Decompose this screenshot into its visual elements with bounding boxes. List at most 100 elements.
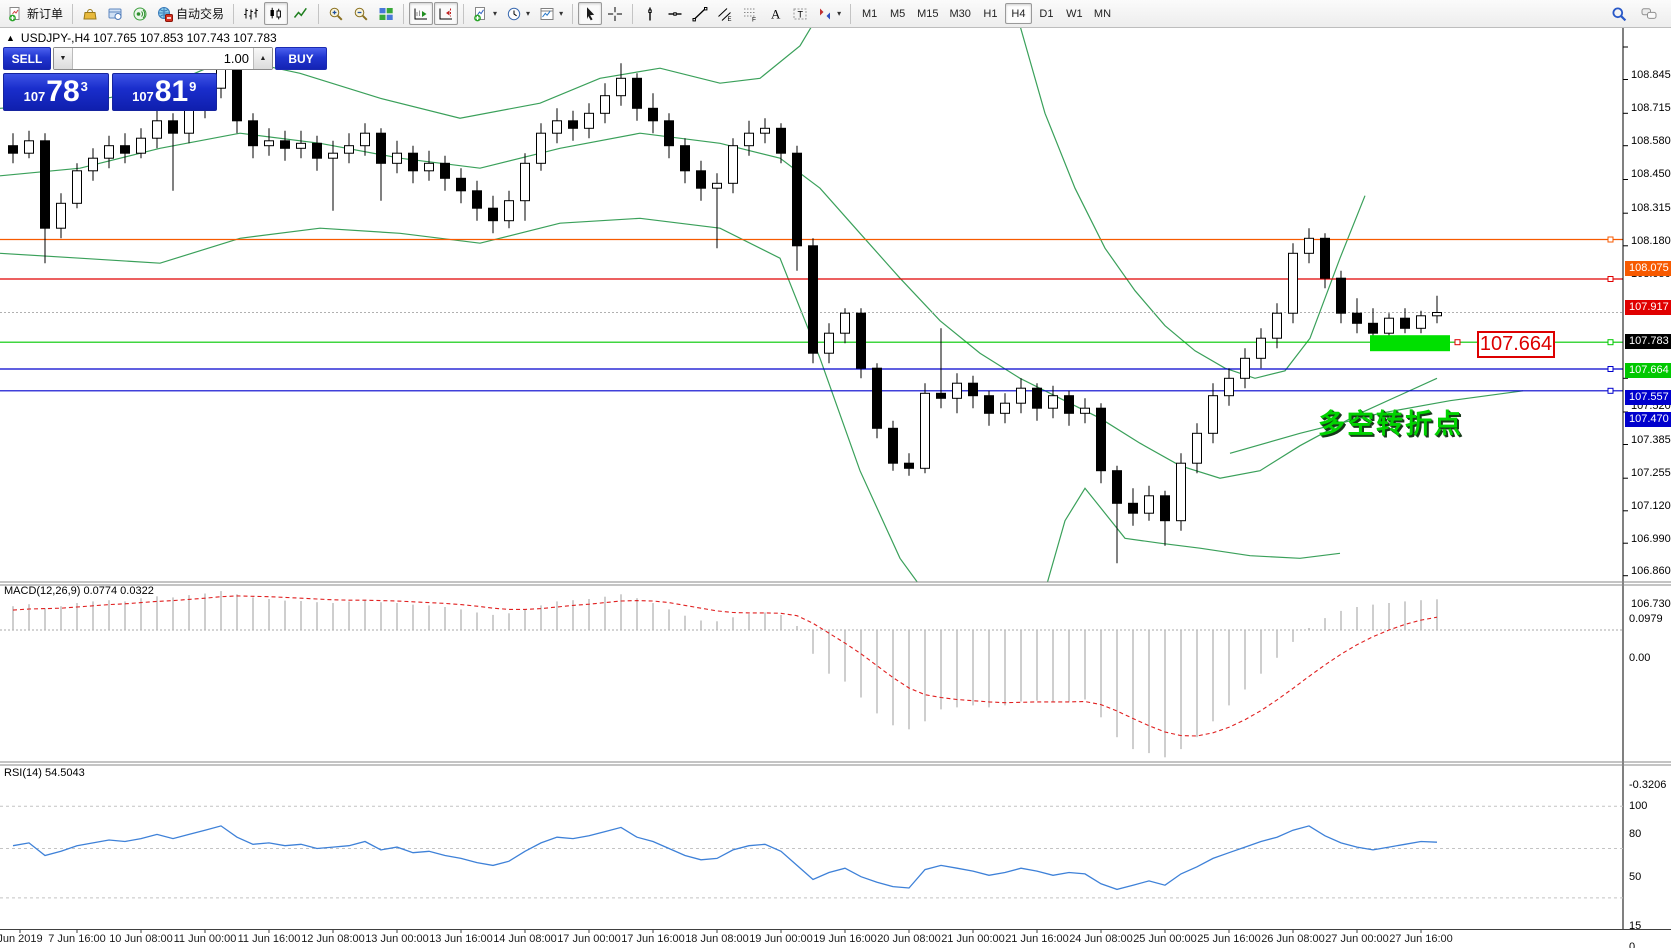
- sell-button[interactable]: SELL: [3, 47, 51, 70]
- timeframe-m15-button[interactable]: M15: [917, 7, 939, 20]
- callout-anchor-handle[interactable]: [1454, 339, 1461, 346]
- timeframe-m5-button[interactable]: M5: [889, 7, 906, 20]
- chart-shift-button[interactable]: [434, 2, 459, 25]
- draw-trendline-button[interactable]: [688, 2, 712, 25]
- candle-body: [360, 132, 370, 147]
- draw-text-button[interactable]: A: [763, 2, 787, 25]
- candle-body: [632, 77, 642, 109]
- timeframe-w1-button[interactable]: W1: [1066, 7, 1083, 20]
- one-click-trade-panel: SELL ▼ ▲ BUY 107 78 3 107 81 9: [3, 47, 327, 111]
- symbol-ohlc-text: USDJPY-,H4 107.765 107.853 107.743 107.7…: [20, 31, 277, 45]
- candle-body: [24, 140, 34, 154]
- timeframe-mn-button[interactable]: MN: [1093, 7, 1112, 20]
- candle-body: [120, 145, 130, 154]
- candle-body: [744, 132, 754, 147]
- hline-handle[interactable]: [1607, 236, 1614, 243]
- search-button[interactable]: [1607, 2, 1631, 25]
- new-order-button[interactable]: 新订单: [4, 2, 67, 25]
- crosshair-button[interactable]: [603, 2, 627, 25]
- auto-trading-button[interactable]: 自动交易: [153, 2, 228, 25]
- sell-quote[interactable]: 107 78 3: [3, 73, 109, 111]
- profiles-icon: [108, 8, 122, 20]
- draw-channel-button[interactable]: E: [713, 2, 737, 25]
- tile-windows-button[interactable]: [374, 2, 398, 25]
- buy-price-prefix: 107: [132, 88, 154, 104]
- hline-handle[interactable]: [1607, 366, 1614, 372]
- timeframe-d1-button[interactable]: D1: [1039, 7, 1054, 20]
- svg-text:E: E: [728, 17, 732, 22]
- volume-input[interactable]: [73, 48, 253, 69]
- candle-body: [840, 312, 850, 334]
- volume-up-button[interactable]: ▲: [253, 48, 272, 69]
- sell-price-pip: 3: [80, 78, 88, 94]
- timeframe-m1-button[interactable]: M1: [861, 7, 878, 20]
- candle-body: [456, 177, 466, 192]
- candle-body: [152, 120, 162, 139]
- price-callout-box[interactable]: 107.664: [1477, 331, 1555, 358]
- draw-fibonacci-button[interactable]: F: [738, 2, 762, 25]
- market-watch-button[interactable]: [78, 2, 102, 25]
- draw-arrows-button[interactable]: ▾: [813, 2, 845, 25]
- candle-body: [792, 152, 802, 247]
- clock-icon: [507, 7, 521, 20]
- toolbar: 新订单 自动交易 ▾ ▾ ▾ E F A T ▾ M1 M5 M15 M30 H1 H4 D1 W1 MN: [0, 0, 1671, 28]
- toolbar-right-icons: [1607, 2, 1667, 25]
- auto-trading-label: 自动交易: [176, 7, 225, 21]
- candle-body: [1416, 315, 1426, 329]
- candle-body: [536, 132, 546, 164]
- candle-body: [1016, 387, 1026, 404]
- collapse-panel-icon[interactable]: ▲: [6, 33, 15, 43]
- draw-label-button[interactable]: T: [788, 2, 812, 25]
- draw-vline-button[interactable]: [638, 2, 662, 25]
- zoom-in-button[interactable]: [324, 2, 348, 25]
- buy-quote[interactable]: 107 81 9: [111, 73, 217, 111]
- candle-body: [1160, 495, 1170, 522]
- zoom-out-button[interactable]: [349, 2, 373, 25]
- candle-body: [1256, 337, 1266, 359]
- hline-handle[interactable]: [1607, 276, 1614, 282]
- turning-point-annotation[interactable]: 多空转折点: [1318, 409, 1463, 439]
- macd-signal-line: [12, 595, 1438, 737]
- sym-header: ▲ USDJPY-,H4 107.765 107.853 107.743 107…: [6, 31, 277, 45]
- chart-candles-button[interactable]: [264, 2, 289, 25]
- bars-icon: [244, 8, 258, 19]
- candle-body: [424, 162, 434, 172]
- alerts-button[interactable]: [128, 2, 152, 25]
- data-window-button[interactable]: [103, 2, 127, 25]
- auto-scroll-button[interactable]: [409, 2, 434, 25]
- candle-body: [184, 107, 194, 134]
- hline-handle[interactable]: [1607, 339, 1614, 346]
- tiles-icon: [379, 7, 393, 20]
- rsi-indicator-label: RSI(14) 54.5043: [4, 767, 85, 779]
- dropdown-caret-icon: ▾: [493, 9, 498, 18]
- candle-body: [408, 152, 418, 172]
- draw-hline-button[interactable]: [663, 2, 687, 25]
- chat-icon: [1641, 7, 1657, 19]
- purse-icon: [83, 8, 97, 19]
- search-icon: [1612, 7, 1627, 21]
- chart-canvas[interactable]: [0, 28, 1671, 948]
- autotrade-icon: [158, 6, 174, 22]
- buy-button[interactable]: BUY: [275, 47, 327, 70]
- indicators-list-button[interactable]: ▾: [469, 2, 501, 25]
- cursor-button[interactable]: [578, 2, 603, 25]
- candle-body: [1144, 495, 1154, 514]
- candle-body: [712, 182, 722, 189]
- bb-upper-band: [0, 28, 1366, 379]
- chat-button[interactable]: [1637, 2, 1661, 25]
- candle-body: [1336, 277, 1346, 314]
- hline-handle[interactable]: [1607, 387, 1614, 394]
- timeframe-h4-button[interactable]: H4: [1004, 3, 1032, 24]
- candle-body: [1032, 387, 1042, 409]
- volume-down-button[interactable]: ▼: [54, 48, 73, 69]
- timeframe-m30-button[interactable]: M30: [949, 7, 971, 20]
- candle-body: [1112, 470, 1122, 504]
- periods-button[interactable]: ▾: [502, 2, 534, 25]
- templates-button[interactable]: ▾: [535, 2, 567, 25]
- chart-line-button[interactable]: [289, 2, 313, 25]
- chart-bars-button[interactable]: [239, 2, 263, 25]
- main-chart-layer: [0, 28, 1623, 582]
- green-zone-rect[interactable]: [1370, 335, 1450, 352]
- timeframe-h1-button[interactable]: H1: [983, 7, 998, 20]
- vline-icon: [648, 7, 652, 20]
